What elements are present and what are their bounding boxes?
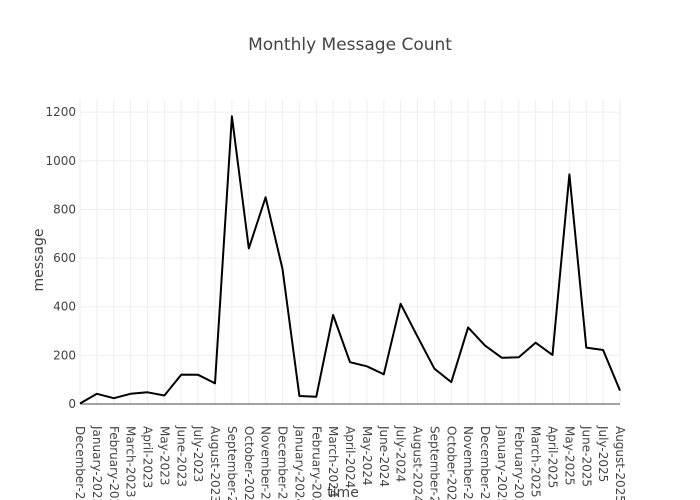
x-tick-label: January-2025 xyxy=(495,425,509,500)
x-tick-label: December-2023 xyxy=(276,426,290,500)
x-tick-label: January-2024 xyxy=(292,425,306,500)
x-tick-label: August-2023 xyxy=(208,426,222,500)
x-tick-label: July-2024 xyxy=(394,425,408,482)
chart-title: Monthly Message Count xyxy=(248,35,452,55)
grid xyxy=(79,100,621,404)
x-tick-label: March-2025 xyxy=(529,426,543,497)
x-tick-label: August-2025 xyxy=(613,426,627,500)
y-tick-label: 200 xyxy=(53,348,76,362)
y-tick-label: 800 xyxy=(53,202,76,216)
x-tick-label: February-2024 xyxy=(309,426,323,500)
y-tick-label: 0 xyxy=(68,397,76,411)
x-tick-label: December-2024 xyxy=(478,426,492,500)
x-tick-label: April-2025 xyxy=(546,426,560,488)
x-tick-label: September-2023 xyxy=(225,426,239,500)
x-tick-label: November-2024 xyxy=(461,426,475,500)
x-tick-label: April-2023 xyxy=(141,426,155,488)
x-tick-label: November-2023 xyxy=(259,426,273,500)
x-tick-label: October-2023 xyxy=(242,426,256,500)
x-tick-label: January-2023 xyxy=(90,425,104,500)
x-tick-label: June-2023 xyxy=(174,425,188,487)
x-tick-label: October-2024 xyxy=(444,426,458,500)
x-tick-label: March-2023 xyxy=(124,426,138,497)
x-tick-label: May-2025 xyxy=(562,426,576,485)
x-tick-label: July-2023 xyxy=(191,425,205,482)
x-tick-label: February-2025 xyxy=(512,426,526,500)
x-tick-label: August-2024 xyxy=(411,426,425,500)
y-tick-label: 1200 xyxy=(45,105,76,119)
x-tick-label: June-2025 xyxy=(579,425,593,487)
y-tick-label: 1000 xyxy=(45,154,76,168)
x-tick-label: December-2022 xyxy=(73,426,87,500)
x-axis-title: time xyxy=(327,485,359,500)
y-axis-title: message xyxy=(31,229,47,292)
x-tick-label: July-2025 xyxy=(596,425,610,482)
x-tick-label: February-2023 xyxy=(107,426,121,500)
x-tick-label: March-2024 xyxy=(326,426,340,497)
y-tick-label: 600 xyxy=(53,251,76,265)
series-layer xyxy=(79,115,621,405)
y-tick-label: 400 xyxy=(53,300,76,314)
x-tick-label: September-2024 xyxy=(427,426,441,500)
x-tick-label: April-2024 xyxy=(343,426,357,488)
x-tick-label: May-2024 xyxy=(360,426,374,485)
x-tick-label: June-2024 xyxy=(377,425,391,487)
x-tick-label: May-2023 xyxy=(157,426,171,485)
